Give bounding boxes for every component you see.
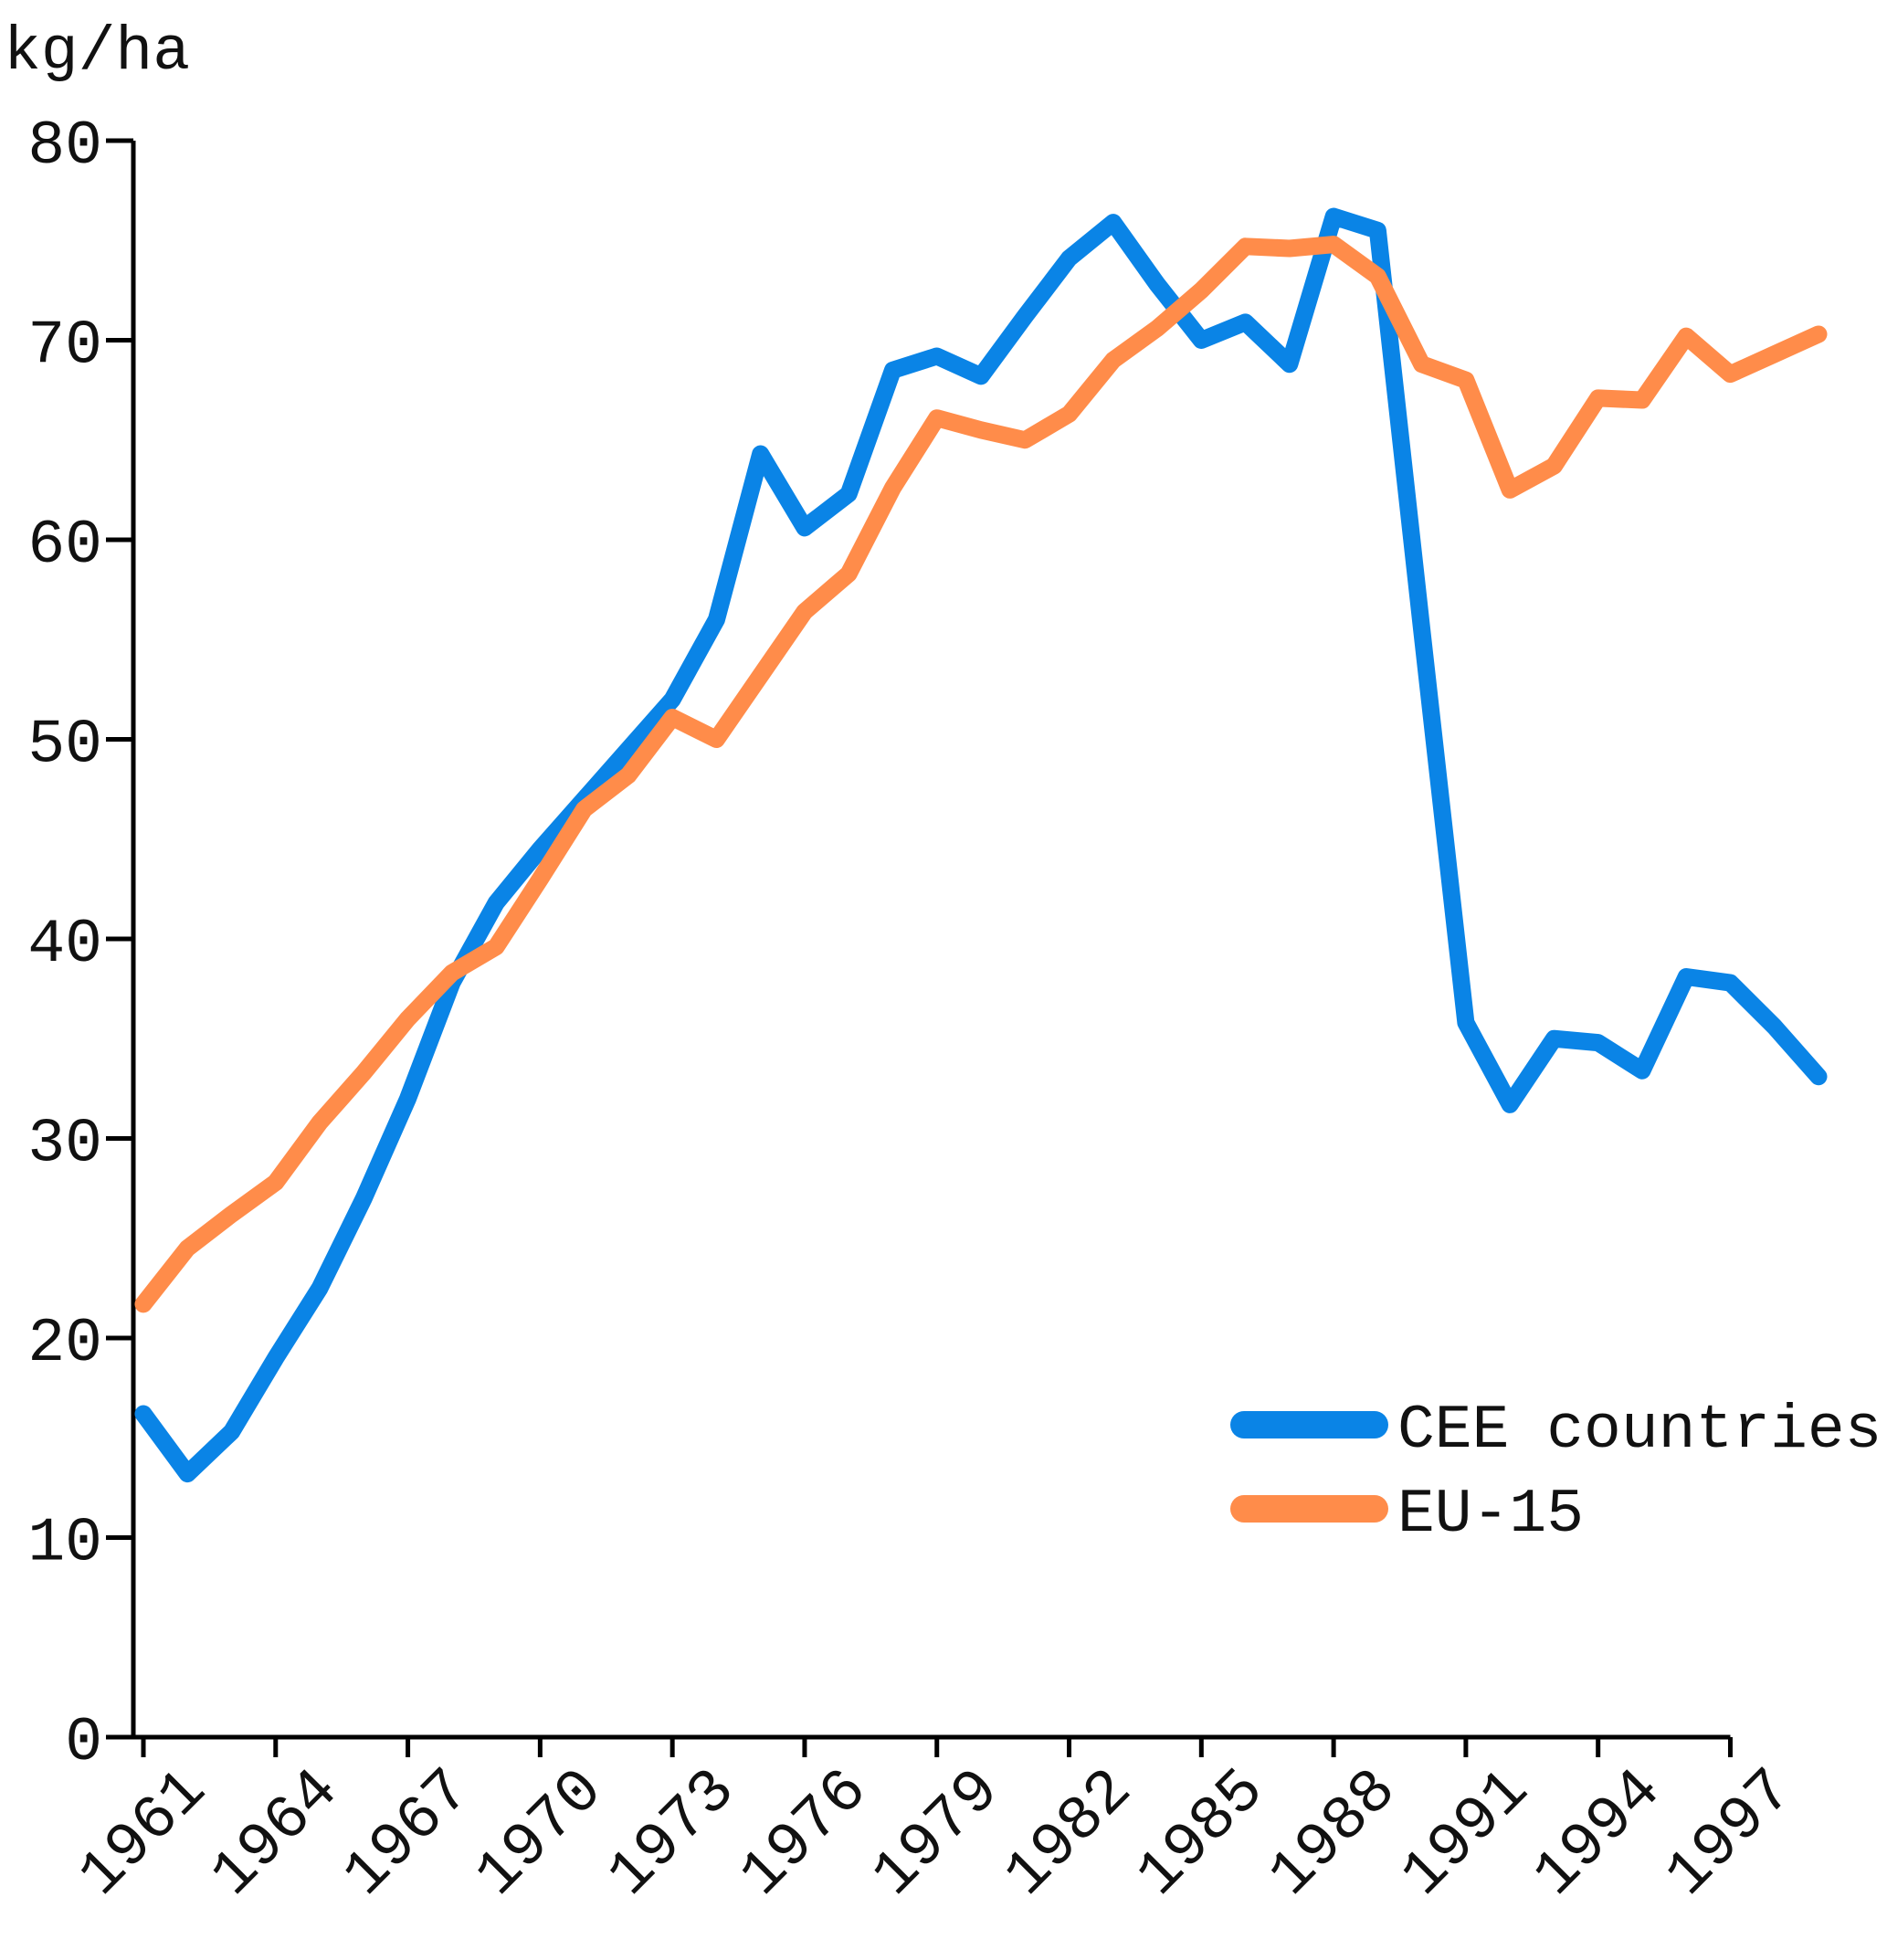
x-tick-label: 1973 bbox=[595, 1755, 750, 1911]
x-tick-label: 1982 bbox=[992, 1755, 1147, 1911]
x-tick-label: 1961 bbox=[66, 1755, 221, 1911]
x-tick-label: 1967 bbox=[331, 1755, 486, 1911]
y-tick-label: 50 bbox=[27, 711, 102, 781]
x-tick-label: 1988 bbox=[1256, 1755, 1411, 1911]
series-line bbox=[134, 236, 1828, 1313]
x-tick-label: 1964 bbox=[198, 1755, 353, 1911]
x-tick-label: 1985 bbox=[1123, 1755, 1279, 1911]
y-tick-label: 70 bbox=[27, 311, 102, 382]
x-tick-label: 1994 bbox=[1521, 1755, 1676, 1911]
y-tick-label: 0 bbox=[65, 1708, 102, 1778]
y-tick-label: 80 bbox=[27, 111, 102, 182]
y-tick-label: 40 bbox=[27, 910, 102, 980]
y-tick-label: 20 bbox=[27, 1309, 102, 1379]
x-tick-label: 1979 bbox=[859, 1755, 1015, 1911]
series-line bbox=[134, 207, 1828, 1483]
x-tick-label: 1991 bbox=[1388, 1755, 1544, 1911]
y-axis-label: kg/ha bbox=[4, 17, 190, 88]
y-tick-label: 10 bbox=[27, 1509, 102, 1579]
legend-label: CEE countries bbox=[1397, 1396, 1882, 1466]
x-tick-label: 1997 bbox=[1652, 1755, 1808, 1911]
x-tick-label: 1976 bbox=[727, 1755, 882, 1911]
x-tick-label: 1970 bbox=[462, 1755, 617, 1911]
legend-label: EU-15 bbox=[1397, 1480, 1584, 1550]
y-tick-label: 30 bbox=[27, 1110, 102, 1180]
y-tick-label: 60 bbox=[27, 511, 102, 581]
